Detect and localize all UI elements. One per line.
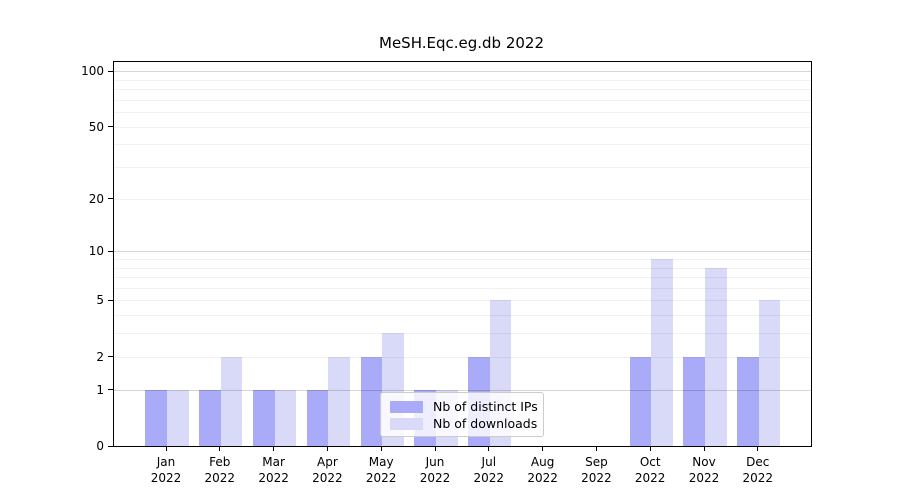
x-tick-year-jan: 2022 [150, 471, 182, 485]
x-tick-label-apr: Apr 2022 [299, 454, 355, 486]
y-tick-label-5: 5 [96, 293, 104, 308]
bar-distinct-ips-jan [145, 389, 167, 446]
x-tick-label-jun: Jun 2022 [407, 454, 463, 486]
x-tick-mark-may [380, 447, 382, 451]
x-tick-label-may: May 2022 [353, 454, 409, 486]
y-tick-label-2: 2 [96, 349, 104, 364]
x-tick-mark-feb [219, 447, 221, 451]
x-tick-year-aug: 2022 [527, 471, 558, 485]
x-tick-mark-nov [703, 447, 705, 451]
x-tick-mark-sep [595, 447, 597, 451]
x-tick-label-aug: Aug 2022 [515, 454, 571, 486]
x-tick-year-sep: 2022 [581, 471, 612, 485]
x-tick-year-nov: 2022 [688, 471, 720, 485]
x-tick-month-sep: Sep [585, 455, 608, 469]
legend-label-distinct-ips: Nb of distinct IPs [433, 399, 538, 414]
x-tick-year-may: 2022 [365, 471, 397, 485]
legend-entry-downloads: Nb of downloads [390, 415, 543, 432]
legend-label-downloads: Nb of downloads [433, 416, 538, 431]
bar-downloads-dec [758, 300, 781, 446]
y-tick-mark-20 [108, 198, 113, 200]
x-tick-mark-mar [273, 447, 275, 451]
x-tick-mark-jan [165, 447, 167, 451]
x-tick-mark-jun [434, 447, 436, 451]
x-tick-label-oct: Oct 2022 [622, 454, 678, 486]
legend: Nb of distinct IPs Nb of downloads [380, 392, 544, 437]
legend-swatch-distinct-ips [390, 400, 423, 413]
x-tick-mark-oct [649, 447, 651, 451]
legend-entry-distinct-ips: Nb of distinct IPs [390, 398, 543, 415]
x-tick-label-dec: Dec 2022 [730, 454, 786, 486]
chart-title: MeSH.Eqc.eg.db 2022 [379, 34, 544, 52]
x-tick-mark-jul [488, 447, 490, 451]
x-tick-month-jun: Jun [425, 455, 445, 469]
bar-downloads-apr [328, 356, 350, 446]
x-tick-year-feb: 2022 [204, 471, 236, 485]
x-tick-month-jul: Jul [481, 455, 497, 469]
x-tick-label-jan: Jan 2022 [138, 454, 194, 486]
x-tick-month-nov: Nov [692, 455, 716, 469]
y-tick-mark-5 [108, 299, 113, 301]
legend-swatch-downloads [390, 417, 423, 430]
y-tick-mark-1 [108, 389, 113, 391]
y-tick-label-1: 1 [96, 382, 104, 397]
bar-distinct-ips-nov [683, 356, 705, 446]
bars-layer [114, 62, 811, 446]
plot-area [113, 61, 812, 447]
x-tick-month-may: May [368, 455, 394, 469]
x-tick-month-apr: Apr [317, 455, 338, 469]
bar-distinct-ips-may [360, 356, 383, 446]
y-tick-label-100: 100 [81, 64, 104, 79]
y-tick-mark-50 [108, 126, 113, 128]
x-tick-label-mar: Mar 2022 [246, 454, 302, 486]
y-tick-mark-100 [108, 70, 113, 72]
x-tick-year-oct: 2022 [634, 471, 666, 485]
x-tick-mark-apr [326, 447, 328, 451]
bar-downloads-jan [167, 389, 189, 446]
x-tick-year-dec: 2022 [742, 471, 774, 485]
x-tick-year-jun: 2022 [419, 471, 451, 485]
x-tick-mark-aug [542, 447, 544, 451]
x-tick-month-feb: Feb [209, 455, 231, 469]
y-tick-label-20: 20 [88, 191, 104, 206]
bar-downloads-oct [651, 258, 673, 446]
x-tick-month-jan: Jan [156, 455, 176, 469]
bar-downloads-mar [274, 389, 297, 446]
x-tick-year-apr: 2022 [312, 471, 343, 485]
y-tick-mark-0 [108, 445, 113, 447]
x-tick-mark-dec [757, 447, 759, 451]
bar-downloads-nov [705, 267, 727, 446]
x-tick-year-jul: 2022 [473, 471, 505, 485]
bar-distinct-ips-apr [306, 389, 329, 446]
bar-distinct-ips-dec [737, 356, 759, 446]
bar-distinct-ips-mar [253, 389, 275, 446]
bar-distinct-ips-feb [199, 389, 221, 446]
x-tick-month-oct: Oct [639, 455, 661, 469]
x-tick-label-feb: Feb 2022 [192, 454, 248, 486]
x-tick-month-mar: Mar [262, 455, 285, 469]
x-tick-month-dec: Dec [746, 455, 770, 469]
x-tick-month-aug: Aug [530, 455, 555, 469]
y-tick-label-0: 0 [96, 439, 104, 453]
y-tick-mark-2 [108, 356, 113, 358]
x-tick-label-sep: Sep 2022 [568, 454, 624, 486]
y-tick-label-10: 10 [88, 244, 104, 259]
bar-downloads-feb [220, 356, 243, 446]
y-tick-label-50: 50 [88, 119, 104, 134]
x-tick-year-mar: 2022 [258, 471, 289, 485]
x-tick-label-jul: Jul 2022 [461, 454, 517, 486]
y-tick-mark-10 [108, 250, 113, 252]
x-tick-label-nov: Nov 2022 [676, 454, 732, 486]
bar-distinct-ips-oct [629, 356, 652, 446]
